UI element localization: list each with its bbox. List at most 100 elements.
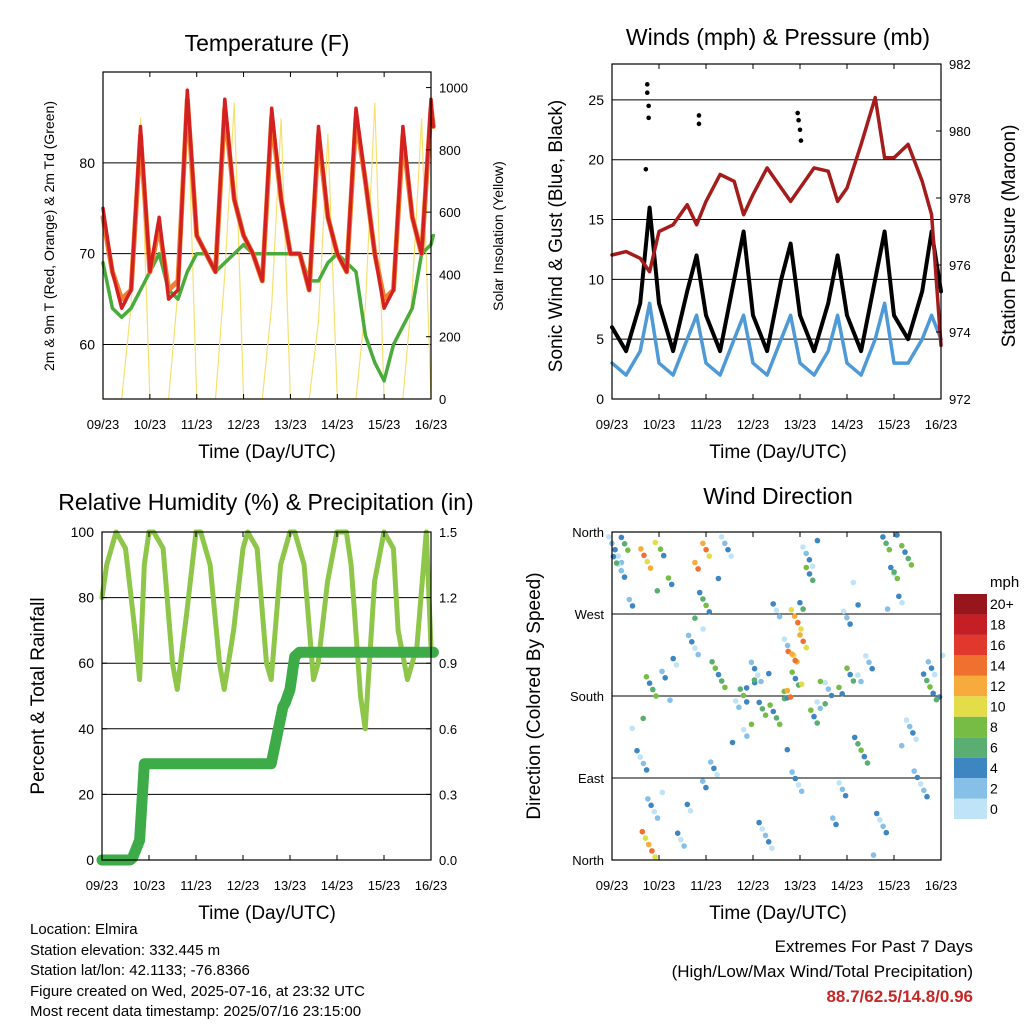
y-tick-label-right: 1.5 [439,525,457,540]
direction-point [836,684,842,691]
direction-point [728,553,734,559]
direction-point [806,557,813,563]
direction-point [722,540,728,547]
direction-point [621,541,628,547]
direction-point [880,823,886,830]
gust-point [795,110,800,116]
direction-point [715,671,722,678]
colorbar-swatch [954,798,987,819]
direction-point [806,571,813,577]
direction-point [930,690,936,697]
y-tick-label-right: 200 [439,330,461,345]
direction-point [858,678,864,685]
gust-point [646,103,651,109]
winds-ticks: 0 5 10 15 20 25 972 974 976 978 980 982 09/23 10/23 11… [588,57,970,432]
direction-point [625,547,631,553]
direction-point [781,636,788,642]
direction-point [647,565,654,571]
direction-point [642,835,649,841]
direction-point [833,821,839,828]
direction-point [629,725,635,732]
direction-point [873,810,880,817]
direction-point [659,668,665,675]
direction-point [659,789,666,796]
direction-point [925,659,932,665]
x-tick-label: 13/23 [274,417,307,432]
wind-line [610,301,943,377]
colorbar-swatch [954,675,987,697]
direction-ylabel-left: Direction (Colored By Speed) [524,572,545,819]
direction-point [711,765,717,772]
x-tick-label: 15/23 [878,417,911,432]
colorbar-swatch [954,778,987,799]
x-tick-label: 10/23 [133,878,166,893]
colorbar-label: 18 [990,617,1006,633]
direction-point [899,542,905,549]
direction-point [743,699,750,705]
direction-point [751,665,758,672]
direction-point [825,686,832,692]
direction-point [803,644,810,651]
direction-point [924,677,930,684]
direction-point [776,613,783,620]
y-tick-label-right: 0.3 [439,787,457,802]
humidity-panel: Relative Humidity (%) & Precipitation (i… [28,489,474,924]
direction-point [773,715,780,721]
colorbar-label: 14 [990,658,1006,674]
humidity-ticks: 0 20 40 60 80 100 0.0 0.3 0.6 0.9 1.2 1.5 09/23 10/23… [71,524,457,893]
y-tick-label-right: 974 [949,325,971,340]
direction-point [618,567,625,574]
temperature-title: Temperature (F) [185,30,350,56]
direction-point [629,603,636,609]
direction-point [905,555,911,562]
direction-point [651,808,658,815]
direction-point [657,546,664,552]
direction-point [700,540,706,547]
speed-colorbar: 0 2 4 6 8 10 12 14 16 18 20+ [954,594,1014,819]
direction-point [917,781,924,787]
gust-point [696,113,702,118]
direction-point [653,693,659,699]
y-tick-label-left: 80 [79,155,95,171]
direction-point [914,774,921,781]
direction-point [770,708,777,715]
direction-point [732,698,739,704]
direction-point [618,534,625,541]
y-tick-label-left: East [578,771,604,786]
direction-point [931,671,938,678]
direction-point [924,793,930,800]
x-tick-label: 12/23 [227,417,260,432]
x-tick-label: 12/23 [737,417,770,432]
x-tick-label: 11/23 [690,878,722,893]
direction-point [756,819,762,826]
winds-xlabel: Time (Day/UTC) [709,442,847,463]
y-tick-label-left: 25 [588,92,604,108]
direction-point [692,615,698,621]
direction-point [605,534,612,540]
direction-point [714,772,720,778]
direction-point [910,730,916,736]
direction-point [660,552,667,559]
direction-point [869,665,875,672]
winds-plot-frame [611,63,942,400]
direction-point [685,632,692,639]
direction-point [855,672,861,678]
direction-point [921,787,927,794]
temperature-ylabel-left: 2m & 9m T (Red, Orange) & 2m Td (Green) [41,101,57,371]
direction-point [784,687,791,694]
direction-point [696,589,703,596]
direction-point [645,796,651,802]
direction-point [689,639,695,645]
winds-ylabel-left: Sonic Wind & Gust (Blue, Black) [546,100,567,372]
y-tick-label-right: 0 [439,392,446,407]
direction-point [791,613,798,619]
direction-point [851,734,858,741]
colorbar-swatch [954,594,987,615]
direction-point [814,699,820,705]
x-tick-label: 16/23 [925,878,958,893]
colorbar-label: 20+ [990,596,1014,612]
direction-panel: Wind Direction North East South West North 09… [524,483,1019,924]
direction-point [668,581,675,588]
direction-point [648,802,654,809]
